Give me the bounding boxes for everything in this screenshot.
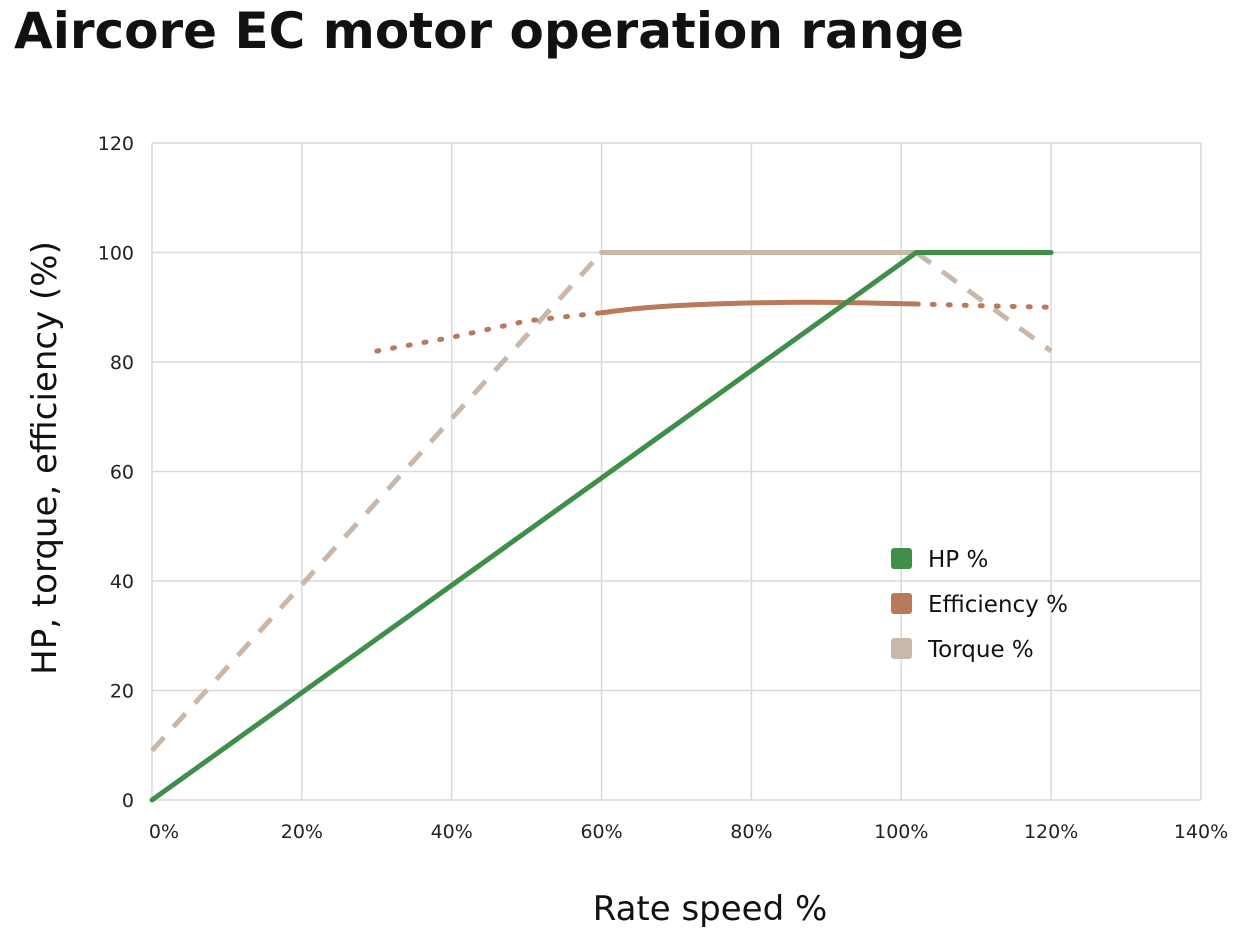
legend-swatch: [891, 548, 912, 569]
y-tick-label: 60: [110, 462, 134, 484]
legend-label: Torque %: [927, 637, 1034, 663]
x-tick-label: 120%: [1024, 821, 1078, 843]
x-tick-label: 0%: [149, 821, 179, 843]
chart-title: Aircore EC motor operation range: [14, 2, 965, 60]
tick-layer: 0% 20% 40% 60% 80% 100% 120% 140% 0 20 40 60 80 100 12…: [98, 133, 1228, 843]
series-line-torque: [150, 250, 604, 753]
grid-layer: [151, 142, 1202, 801]
y-tick-label: 40: [110, 571, 134, 593]
y-tick-label: 20: [110, 681, 134, 703]
legend: HP % Efficiency % Torque %: [891, 547, 1068, 663]
series-line-efficiency: [374, 310, 605, 354]
series-layer: [149, 250, 1054, 803]
x-tick-label: 80%: [730, 821, 772, 843]
y-tick-label: 120: [98, 133, 134, 155]
series-line-efficiency: [913, 301, 1054, 310]
y-tick-label: 80: [110, 352, 134, 374]
x-axis-title: Rate speed %: [593, 889, 828, 929]
x-tick-label: 100%: [874, 821, 928, 843]
series-line-torque: [914, 250, 1053, 354]
y-tick-label: 0: [122, 790, 134, 812]
y-tick-label: 100: [98, 243, 134, 265]
legend-label: Efficiency %: [928, 592, 1068, 618]
series-line-hp: [149, 250, 1054, 803]
x-tick-label: 20%: [281, 821, 323, 843]
legend-label: HP %: [928, 547, 988, 573]
x-tick-label: 140%: [1174, 821, 1228, 843]
x-tick-label: 60%: [580, 821, 622, 843]
legend-swatch: [891, 593, 912, 614]
x-tick-label: 40%: [431, 821, 473, 843]
y-axis-title: HP, torque, efficiency (%): [25, 241, 65, 675]
legend-swatch: [891, 638, 912, 659]
series-line-efficiency: [599, 299, 919, 316]
